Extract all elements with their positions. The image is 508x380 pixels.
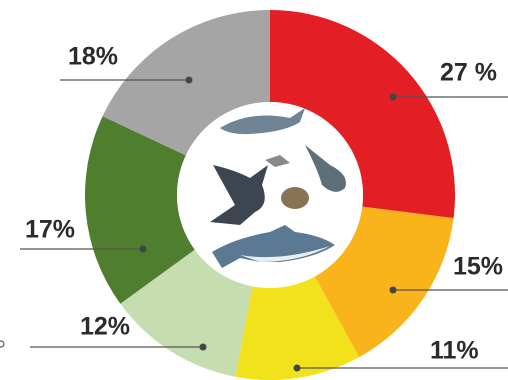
skate-icon [281,187,309,209]
leader-dot [139,245,147,253]
value-label: 12% [80,313,130,341]
edge-marker [0,340,5,348]
leader-dot [293,364,301,372]
donut [85,10,455,380]
value-label: 15% [453,253,503,281]
manta-icon [210,165,268,225]
donut-slice [120,249,253,377]
center-illustration [177,102,363,288]
value-label: 17% [25,216,75,244]
hammerhead-icon [220,108,305,135]
labels: 27 % 15% 11% 12% 17% 18% [20,43,508,372]
donut-slice [235,276,360,380]
donut-slice [85,116,195,304]
leader-dot [389,93,397,101]
donut-slice [102,10,270,156]
leader-dot [199,343,207,351]
shark-belly [240,246,330,262]
value-label: 27 % [440,59,497,87]
value-label: 11% [430,337,479,365]
donut-slice [314,206,454,358]
donut-slice [270,10,455,219]
ray-icon [305,145,346,192]
value-label: 18% [68,43,118,71]
leader-dot [185,76,193,84]
leader-dot [389,286,397,294]
shark-icon [212,225,335,268]
small-fish-icon [265,155,290,167]
